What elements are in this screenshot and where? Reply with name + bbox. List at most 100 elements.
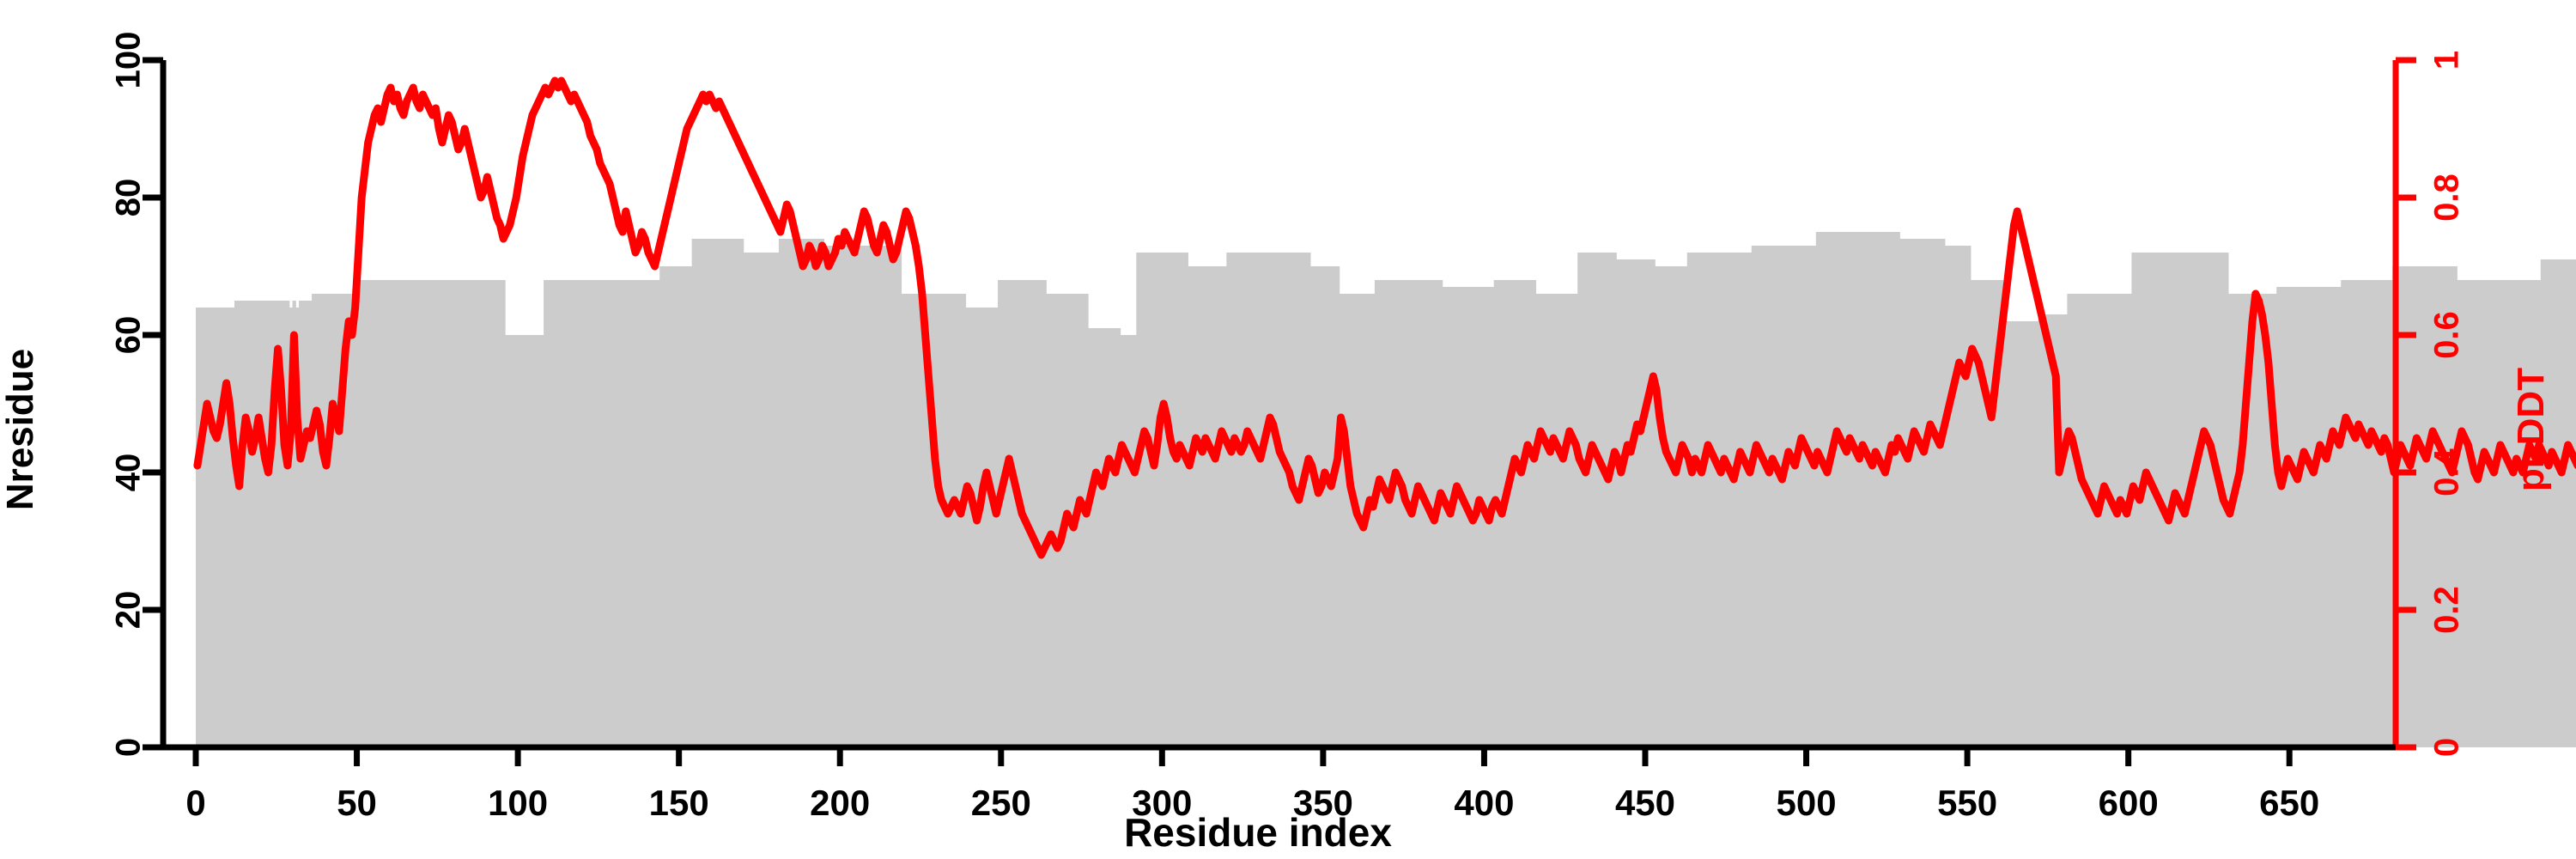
bar — [1658, 266, 1662, 747]
bar — [218, 308, 222, 747]
bar — [1258, 253, 1263, 747]
bar — [1011, 280, 1015, 747]
bar — [2122, 294, 2126, 747]
bar — [846, 246, 851, 747]
bar — [2505, 280, 2509, 747]
bar — [1033, 280, 1037, 747]
bar — [253, 301, 258, 747]
bar — [231, 308, 235, 747]
bar — [415, 280, 419, 747]
bar — [752, 253, 757, 747]
bar — [331, 294, 335, 747]
bar — [1194, 266, 1199, 747]
bar — [527, 335, 532, 747]
bar — [2363, 280, 2367, 747]
bar — [1114, 328, 1118, 747]
bar — [2166, 253, 2172, 747]
bar — [1800, 246, 1804, 747]
bar — [634, 280, 638, 747]
bar — [1094, 328, 1098, 747]
bar — [2302, 287, 2306, 747]
bar — [237, 301, 242, 747]
bar — [476, 280, 480, 747]
bar — [859, 246, 864, 747]
bar — [360, 280, 364, 747]
bar — [1480, 287, 1485, 747]
bar — [2409, 266, 2413, 747]
bar — [1758, 246, 1762, 747]
y-tick-label: 0 — [110, 738, 148, 757]
bar — [682, 266, 686, 747]
bar — [518, 335, 522, 747]
bar — [1722, 253, 1727, 747]
bar — [489, 280, 493, 747]
bar — [1719, 253, 1723, 747]
bar — [343, 294, 348, 747]
bar — [1642, 259, 1646, 747]
bar — [1477, 287, 1482, 747]
bar — [1874, 232, 1878, 747]
bar — [1278, 253, 1282, 747]
bar — [952, 294, 957, 747]
bar — [440, 280, 445, 747]
bar — [2328, 287, 2332, 747]
bar — [2343, 280, 2348, 747]
bar — [1036, 280, 1041, 747]
bar — [1455, 287, 1460, 747]
bar — [1464, 287, 1469, 747]
bar — [520, 335, 526, 747]
bar — [1097, 328, 1102, 747]
bar — [1129, 335, 1134, 747]
bar — [840, 246, 844, 747]
bar — [2470, 280, 2474, 747]
bar — [878, 246, 883, 747]
bar — [914, 294, 918, 747]
bar — [920, 294, 925, 747]
bar — [2376, 280, 2380, 747]
bar — [1397, 280, 1401, 747]
bar — [1284, 253, 1289, 747]
bar — [2089, 294, 2093, 747]
bar — [2111, 294, 2117, 747]
bar — [794, 239, 799, 747]
bar — [2208, 253, 2213, 747]
bar — [649, 280, 654, 747]
bar — [1445, 287, 1449, 747]
bar — [1261, 253, 1266, 747]
bar — [572, 280, 577, 747]
bar — [807, 239, 812, 747]
bar — [2534, 280, 2538, 747]
bar — [556, 280, 561, 747]
bar — [1767, 246, 1771, 747]
bar — [1322, 266, 1327, 747]
bar — [2563, 259, 2567, 747]
line-series-plddt — [193, 76, 2576, 559]
bar — [1371, 294, 1376, 747]
plddt-line — [193, 76, 2576, 559]
bar — [356, 280, 361, 747]
bar — [1013, 280, 1018, 747]
bar — [772, 253, 776, 747]
x-tick-label: 0 — [185, 783, 205, 823]
bar — [656, 280, 660, 747]
bar — [1929, 239, 1933, 747]
bar — [1774, 246, 1778, 747]
bar — [353, 280, 358, 747]
bar — [665, 266, 671, 747]
bar — [1571, 294, 1576, 747]
bar — [1342, 294, 1346, 747]
bar — [1030, 280, 1034, 747]
bar — [1554, 294, 1559, 747]
bar — [1217, 266, 1221, 747]
bar — [1587, 253, 1591, 747]
bar — [1274, 253, 1279, 747]
bar — [1526, 280, 1530, 747]
bar — [2083, 294, 2087, 747]
bar — [1458, 287, 1462, 747]
bar — [1990, 280, 1994, 747]
bar — [1780, 246, 1784, 747]
bar — [2289, 287, 2293, 747]
bar — [2251, 294, 2255, 747]
bar — [2540, 259, 2545, 747]
bar — [2379, 280, 2384, 747]
